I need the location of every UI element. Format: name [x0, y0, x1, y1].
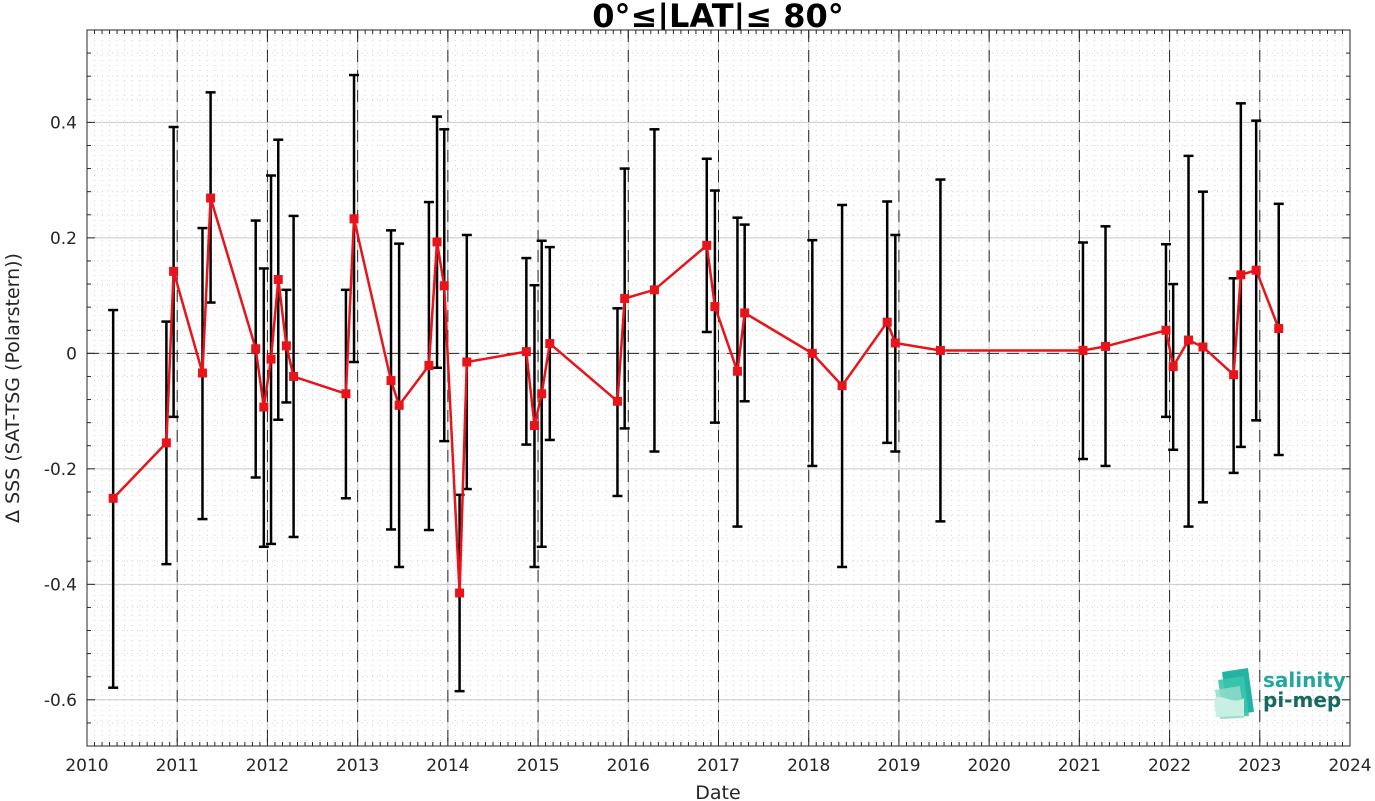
data-point-marker — [281, 341, 291, 351]
data-point-marker — [545, 339, 555, 349]
data-point-marker — [206, 193, 216, 203]
data-point-marker — [1229, 370, 1239, 380]
data-point-marker — [439, 281, 449, 291]
data-point-marker — [1168, 362, 1178, 372]
data-point-marker — [273, 274, 283, 284]
x-tick-label: 2020 — [968, 756, 1011, 776]
series-markers — [108, 193, 1284, 598]
data-point-marker — [710, 302, 720, 312]
data-point-marker — [259, 402, 269, 412]
data-point-marker — [1101, 341, 1111, 351]
data-point-marker — [462, 357, 472, 367]
data-point-marker — [108, 493, 118, 503]
x-tick-label: 2018 — [787, 756, 830, 776]
y-tick-label: 0.4 — [50, 113, 77, 133]
data-point-marker — [386, 375, 396, 385]
data-point-marker — [289, 371, 299, 381]
data-point-marker — [935, 345, 945, 355]
y-tick-label: -0.2 — [44, 460, 77, 480]
x-tick-label: 2010 — [65, 756, 108, 776]
data-point-marker — [537, 389, 547, 399]
data-point-marker — [521, 347, 531, 357]
data-point-marker — [349, 214, 359, 224]
data-point-marker — [612, 396, 622, 406]
data-point-marker — [266, 354, 276, 364]
axis-ticks — [87, 29, 1350, 747]
data-point-marker — [740, 308, 750, 318]
data-point-marker — [341, 389, 351, 399]
x-tick-label: 2012 — [246, 756, 289, 776]
logo-text-pi-mep: pi-mep — [1263, 688, 1341, 712]
data-point-marker — [1198, 342, 1208, 352]
y-tick-labels: -0.6 -0.4 -0.2 0 0.2 0.4 — [44, 113, 77, 710]
data-point-marker — [807, 348, 817, 358]
x-tick-label: 2017 — [697, 756, 740, 776]
data-point-marker — [1236, 270, 1246, 280]
plot-frame — [86, 29, 1351, 747]
y-tick-label: 0 — [66, 344, 77, 364]
data-point-marker — [394, 400, 404, 410]
x-tick-label: 2024 — [1328, 756, 1371, 776]
data-point-marker — [1161, 325, 1171, 335]
x-tick-labels: 2010 2011 2012 2013 2014 2015 2016 2017 2018 2019… — [65, 756, 1371, 776]
data-point-marker — [837, 381, 847, 391]
data-point-marker — [649, 285, 659, 295]
data-point-marker — [732, 366, 742, 376]
y-tick-label: 0.2 — [50, 229, 77, 249]
data-point-marker — [432, 237, 442, 247]
x-tick-label: 2023 — [1238, 756, 1281, 776]
logo-text-salinity: salinity — [1263, 668, 1346, 692]
y-tick-label: -0.6 — [44, 691, 77, 711]
x-tick-label: 2015 — [516, 756, 559, 776]
data-point-marker — [197, 368, 207, 378]
x-axis-title: Date — [695, 782, 740, 801]
x-tick-label: 2011 — [156, 756, 199, 776]
data-point-marker — [169, 266, 179, 276]
x-tick-label: 2014 — [426, 756, 469, 776]
data-point-marker — [424, 360, 434, 370]
x-tick-label: 2022 — [1148, 756, 1191, 776]
data-point-marker — [620, 294, 630, 303]
data-point-marker — [251, 344, 261, 354]
y-axis-title: Δ SSS (SAT-TSG (Polarstern)) — [2, 253, 24, 523]
data-point-marker — [882, 317, 892, 327]
x-tick-label: 2016 — [607, 756, 650, 776]
data-point-marker — [890, 338, 900, 348]
data-point-marker — [161, 438, 171, 448]
data-point-marker — [1078, 345, 1088, 355]
data-point-marker — [1251, 265, 1261, 275]
logo-emblem-icon — [1214, 668, 1254, 719]
data-point-marker — [1274, 324, 1284, 334]
y-tick-label: -0.4 — [44, 575, 77, 595]
x-tick-label: 2013 — [336, 756, 379, 776]
series-line — [112, 197, 1280, 594]
data-point-marker — [529, 421, 539, 431]
data-point-marker — [702, 240, 712, 250]
data-point-marker — [455, 588, 465, 598]
x-tick-label: 2019 — [877, 756, 920, 776]
salinity-pi-mep-logo: salinity pi-mep — [1214, 668, 1346, 719]
data-point-marker — [1184, 335, 1194, 345]
x-tick-label: 2021 — [1058, 756, 1101, 776]
